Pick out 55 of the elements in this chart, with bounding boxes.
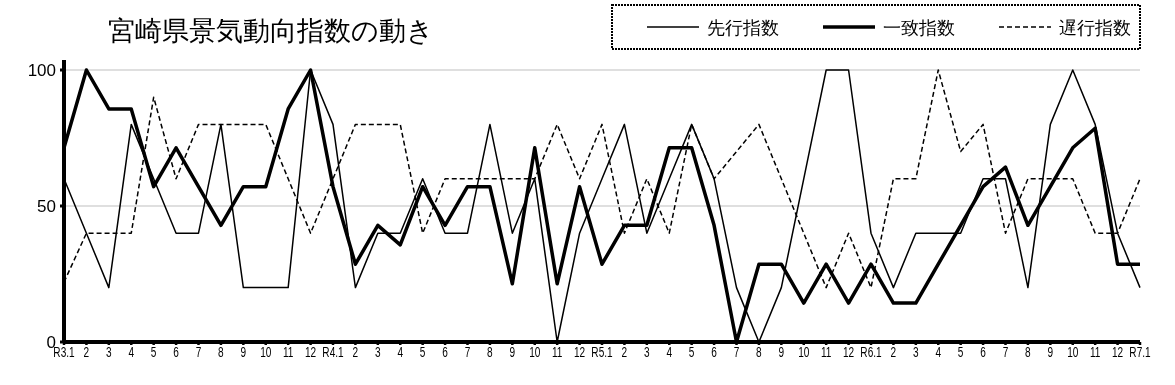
chart-title: 宮崎県景気動向指数の動き [108,16,434,46]
x-tick-label: R7.1 [1129,344,1151,361]
x-tick-label: 8 [218,344,224,361]
x-tick-label: 12 [573,344,586,361]
x-tick-label: 12 [304,344,317,361]
x-tick-label: 9 [240,344,247,361]
x-tick-label: 3 [106,344,112,361]
x-tick-label: 2 [890,344,897,361]
x-tick-label: R6.1 [860,344,882,361]
x-tick-label: 6 [173,344,180,361]
x-tick-label: 3 [644,344,650,361]
x-tick-label: 10 [260,344,272,361]
x-tick-label: 6 [980,344,987,361]
x-tick-label: 5 [688,344,695,361]
x-tick-label: 12 [1111,344,1124,361]
x-tick-label: 4 [666,344,673,361]
x-tick-label: 4 [935,344,942,361]
x-tick-label: 11 [1089,344,1101,361]
x-tick-label: 5 [150,344,157,361]
x-tick-label: 11 [551,344,563,361]
x-tick-label: 11 [820,344,832,361]
x-tick-label: 2 [621,344,628,361]
x-tick-label: 6 [442,344,449,361]
x-tick-label: 9 [778,344,785,361]
x-tick-label: 6 [711,344,718,361]
legend-label: 遅行指数 [1059,18,1131,38]
x-tick-label: 12 [842,344,855,361]
x-tick-label: 11 [282,344,294,361]
x-tick-label: 7 [733,344,740,361]
x-tick-label: 7 [195,344,202,361]
x-tick-label: 10 [798,344,810,361]
x-tick-label: 9 [509,344,516,361]
x-tick-label: 5 [419,344,426,361]
x-tick-label: 3 [913,344,919,361]
x-tick-label: 4 [128,344,135,361]
x-tick-label: R5.1 [591,344,613,361]
x-tick-label: 2 [83,344,90,361]
x-tick-label: 10 [529,344,541,361]
x-tick-label: 8 [756,344,762,361]
x-tick-label: R4.1 [322,344,344,361]
x-tick-label: 2 [352,344,359,361]
y-tick-label: 0 [46,333,56,352]
x-tick-label: 5 [957,344,964,361]
y-tick-label: 100 [27,61,56,80]
x-tick-label: 7 [1002,344,1009,361]
x-tick-label: 8 [1025,344,1031,361]
y-tick-label: 50 [37,197,56,216]
x-tick-label: 10 [1067,344,1079,361]
x-tick-label: 8 [487,344,493,361]
x-tick-label: 7 [464,344,471,361]
legend-label: 先行指数 [707,18,779,38]
x-tick-label: 9 [1047,344,1054,361]
x-tick-label: 4 [397,344,404,361]
x-tick-label: 3 [375,344,381,361]
legend-label: 一致指数 [883,18,955,38]
